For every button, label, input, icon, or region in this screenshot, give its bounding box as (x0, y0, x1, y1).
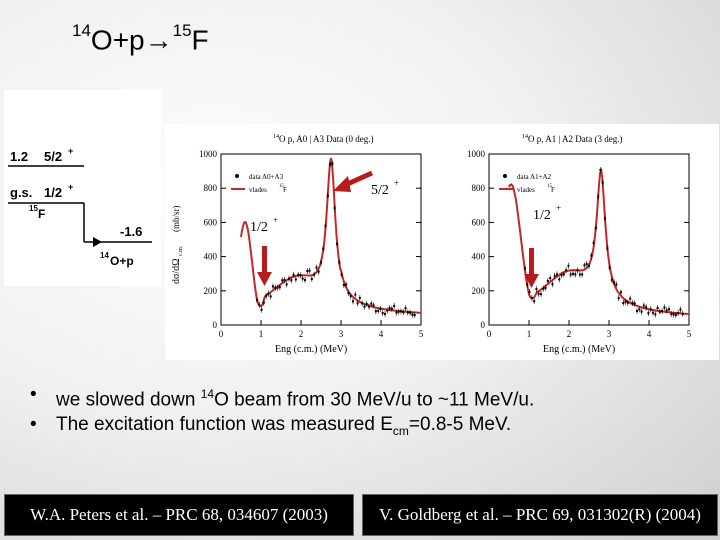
svg-text:14: 14 (273, 134, 279, 140)
svg-text:+: + (273, 215, 278, 225)
x-tick-label: 5 (419, 329, 424, 339)
svg-text:(mb/sr): (mb/sr) (171, 206, 181, 233)
x-tick-label: 3 (607, 329, 612, 339)
x-tick-label: 5 (687, 329, 692, 339)
arrow-head-icon (93, 237, 102, 247)
level-1-spin: 5/2 (44, 149, 62, 164)
y-tick-label: 0 (481, 320, 486, 330)
plot-right-x-ticks: 0 1 2 3 4 5 (487, 320, 692, 339)
plot-left: 14 O p, A0 | A3 Data (0 deg.) 0200400600… (171, 134, 424, 355)
svg-text:c.m.: c.m. (178, 245, 184, 256)
legend-data-marker (235, 174, 239, 178)
y-tick-label: 400 (204, 252, 218, 262)
plot-right-legend-fit: vlades (517, 186, 535, 194)
plot-right-y-ticks: 0 200 400 600 800 1000 (467, 149, 689, 330)
plot-right-data-points (524, 167, 684, 318)
y-tick-label: 1000 (467, 149, 486, 159)
plot-left-title: O p, A0 | A3 Data (0 deg.) (279, 134, 374, 144)
plot-right: 14 O p, A1 | A2 Data (3 deg.) 0200400600… (467, 134, 692, 355)
x-tick-label: 1 (527, 329, 532, 339)
plot-left-fit-curve (240, 157, 422, 314)
annotation-1-2-right: 1/2 (533, 208, 551, 223)
bullet-2: • The excitation function was measured E… (30, 414, 512, 439)
x-tick-label: 0 (219, 329, 224, 339)
plot-left-x-label: Eng (c.m.) (MeV) (275, 344, 347, 355)
plot-left-y-label: dσ/dΩ c.m. (mb/sr) (171, 206, 184, 285)
annotation-1-2-left: 1/2 (250, 220, 268, 235)
plot-right-fit-curve (508, 167, 690, 316)
y-tick-label: 0 (213, 320, 218, 330)
svg-text:15: 15 (547, 184, 553, 189)
svg-text:15: 15 (279, 184, 285, 189)
x-tick-label: 1 (259, 329, 264, 339)
svg-text:+: + (68, 182, 73, 192)
annotation-5-2: 5/2 (371, 183, 389, 198)
slide-title: 14O+p→15F (72, 21, 209, 56)
plot-left-data-points (256, 160, 416, 319)
level-1-energy: 1.2 (10, 149, 28, 164)
x-tick-label: 2 (567, 329, 572, 339)
x-tick-label: 4 (379, 329, 384, 339)
plot-right-x-label: Eng (c.m.) (MeV) (543, 344, 615, 355)
y-tick-label: 400 (472, 252, 486, 262)
svg-text:14: 14 (522, 134, 528, 140)
level-gs-spin: 1/2 (44, 185, 62, 200)
nucleus-15f-label: F (38, 207, 45, 221)
x-tick-label: 3 (339, 329, 344, 339)
reference-right: V. Goldberg et al. – PRC 69, 031302(R) (… (362, 494, 718, 536)
svg-text:dσ/dΩ: dσ/dΩ (171, 258, 182, 284)
y-tick-label: 600 (204, 217, 218, 227)
svg-text:+: + (68, 146, 73, 156)
y-tick-label: 800 (204, 183, 218, 193)
svg-text:14: 14 (100, 251, 109, 260)
y-tick-label: 200 (204, 286, 218, 296)
plot-right-title: O p, A1 | A2 Data (3 deg.) (528, 134, 623, 144)
y-tick-label: 600 (472, 217, 486, 227)
plot-left-legend-data: data A0+A3 (249, 173, 284, 181)
plot-right-legend-data: data A1+A2 (517, 173, 552, 181)
reference-left: W.A. Peters et al. – PRC 68, 034607 (200… (4, 494, 354, 536)
arrow-1-2-left-icon (257, 272, 272, 286)
x-tick-label: 2 (299, 329, 304, 339)
level-gs-energy: g.s. (10, 185, 32, 200)
plot-left-legend-fit: vlades (249, 186, 267, 194)
svg-text:+: + (394, 178, 399, 188)
threshold-energy: -1.6 (120, 224, 142, 239)
excitation-function-plots: 14 O p, A0 | A3 Data (0 deg.) 0 200 400 600… (165, 124, 719, 360)
level-scheme-diagram: 1.2 5/2 + g.s. 1/2 + 15 F -1.6 14 O+p (4, 90, 161, 286)
bullet-list: • we slowed down 14O beam from 30 MeV/u … (30, 382, 534, 444)
svg-text:15: 15 (29, 204, 38, 213)
svg-text:F: F (551, 186, 555, 194)
bullet-1: • we slowed down 14O beam from 30 MeV/u … (30, 384, 535, 411)
plot-left-y-ticks: 0 200 400 600 800 1000 (199, 149, 421, 330)
y-tick-label: 200 (472, 286, 486, 296)
arrow-1-2-right-icon (524, 274, 539, 288)
y-tick-label: 800 (472, 183, 486, 193)
arrow-5-2-icon (333, 176, 351, 192)
x-tick-label: 4 (647, 329, 652, 339)
svg-text:+: + (556, 203, 561, 213)
threshold-label: O+p (110, 254, 134, 268)
plot-left-x-ticks: 0 1 2 3 4 5 (219, 320, 424, 339)
svg-text:F: F (283, 186, 287, 194)
y-tick-label: 1000 (199, 149, 218, 159)
x-tick-label: 0 (487, 329, 492, 339)
